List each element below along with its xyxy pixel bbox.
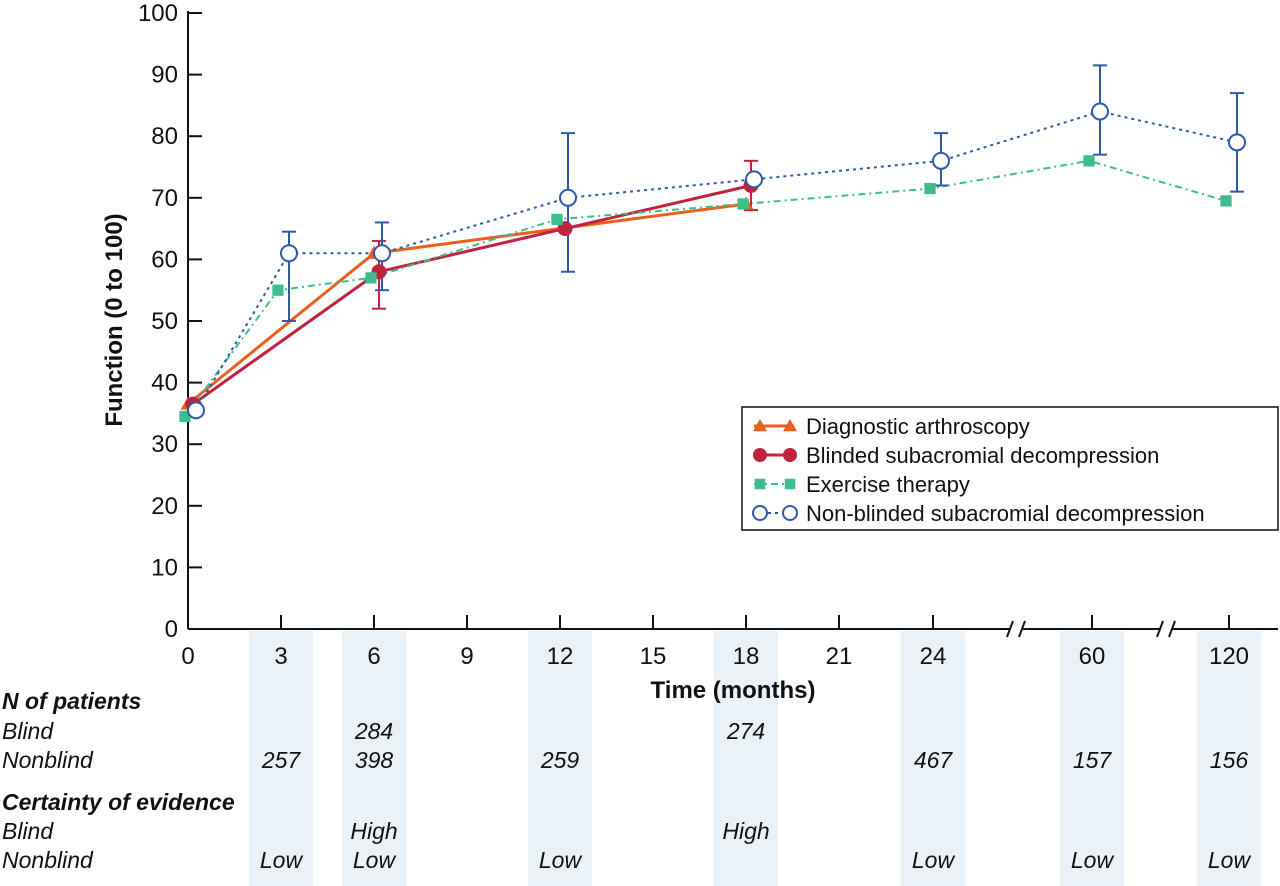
legend-marker-2 [754,478,766,490]
certainty-nonblind-label: Nonblind [2,847,94,873]
x-tick-label: 60 [1079,643,1106,670]
y-tick-label: 0 [165,616,178,643]
y-ticks: 0 10 20 30 40 50 60 70 80 90 100 [138,0,202,643]
y-tick-label: 40 [151,370,178,397]
table-cell-c-nonblind: Low [260,847,304,873]
table-cell-c-blind: High [350,818,397,844]
x-tick-label: 9 [460,643,473,670]
y-tick-label: 90 [151,62,178,89]
n-blind-label: Blind [2,718,54,744]
x-tick-label: 21 [826,643,853,670]
certainty-heading: Certainty of evidence [2,789,235,815]
legend-marker-0 [783,419,797,432]
legend-box [741,406,1279,531]
series-line-2 [184,159,1227,418]
x-tick-label: 24 [920,643,947,670]
table-cell-c-nonblind: Low [539,847,583,873]
y-tick-label: 50 [151,308,178,335]
legend-marker-1 [753,448,767,462]
y-tick-label: 10 [151,554,178,581]
series-line-0 [187,202,747,406]
x-axis-break-mark [1168,620,1176,638]
legend-marker-3 [782,505,798,521]
x-tick-label: 120 [1209,643,1249,670]
data-point-3-2 [373,244,391,263]
evidence-table: N of patients Blind Nonblind Certainty o… [2,688,1251,873]
y-tick-label: 60 [151,246,178,273]
axes [187,11,1278,638]
n-nonblind-label: Nonblind [2,747,94,773]
data-point-2-3 [551,213,563,225]
column-band-18 [714,631,778,886]
column-band-3 [249,631,313,886]
legend-label-1: Blinded subacromial decompression [806,443,1159,468]
data-point-2-4 [737,198,749,210]
x-tick-label: 12 [547,643,574,670]
table-cell-c-nonblind: Low [912,847,956,873]
table-cell-c-nonblind: Low [1071,847,1115,873]
table-cell-n-nonblind: 259 [540,747,580,773]
n-patients-heading: N of patients [2,688,141,714]
table-cell-c-nonblind: Low [1208,847,1252,873]
column-bands [249,631,1261,886]
legend-label-0: Diagnostic arthroscopy [806,414,1030,439]
table-cell-n-nonblind: 257 [261,747,302,773]
y-tick-label: 20 [151,493,178,520]
data-point-2-2 [365,272,377,284]
x-tick-label: 6 [367,643,380,670]
x-tick-label: 3 [274,643,287,670]
column-band-120 [1197,631,1261,886]
x-axis-break-mark [1156,620,1164,638]
column-band-60 [1060,631,1124,886]
data-point-3-1 [280,244,298,263]
y-tick-label: 30 [151,431,178,458]
data-point-2-1 [272,284,284,296]
data-point-2-6 [1083,155,1095,167]
data-point-3-4 [745,170,763,189]
table-cell-n-nonblind: 157 [1073,747,1113,773]
y-tick-label: 100 [138,0,178,27]
series-lines [184,110,1238,418]
column-band-6 [342,631,406,886]
x-tick-label: 15 [640,643,667,670]
column-band-12 [528,631,592,886]
table-cell-c-nonblind: Low [353,847,397,873]
data-point-3-0 [187,401,205,420]
table-cell-n-blind: 274 [726,718,765,744]
legend-label-2: Exercise therapy [806,472,970,497]
data-point-3-7 [1228,133,1246,152]
y-axis-title: Function (0 to 100) [101,213,128,426]
table-cell-c-blind: High [722,818,769,844]
x-axis-break-mark [1018,620,1026,638]
markers [179,102,1246,423]
legend-marker-2 [784,478,796,490]
column-band-24 [901,631,965,886]
table-cell-n-nonblind: 467 [914,747,954,773]
data-point-2-0 [179,410,191,423]
data-point-3-5 [932,151,950,170]
series-line-3 [195,110,1238,411]
legend-marker-1 [783,448,797,462]
data-point-3-3 [559,188,577,207]
y-tick-label: 80 [151,123,178,150]
legend-marker-3 [752,505,768,521]
data-point-2-7 [1220,195,1232,207]
x-axis-title: Time (months) [651,677,816,704]
x-tick-label: 0 [181,643,194,670]
series-line-1 [192,184,752,406]
table-cell-n-nonblind: 156 [1210,747,1249,773]
data-point-3-6 [1091,102,1109,121]
table-cell-n-blind: 284 [354,718,393,744]
legend: Diagnostic arthroscopy Blinded subacromia… [741,406,1279,531]
y-tick-label: 70 [151,185,178,212]
x-axis-break-mark [1006,620,1014,638]
data-point-2-5 [924,182,936,195]
legend-label-3: Non-blinded subacromial decompression [806,501,1205,526]
x-tick-label: 18 [733,643,760,670]
table-cell-n-nonblind: 398 [355,747,394,773]
x-ticks: 0 3 6 9 12 15 18 21 24 60 120 [181,615,1249,670]
legend-marker-0 [753,419,767,432]
certainty-blind-label: Blind [2,818,54,844]
